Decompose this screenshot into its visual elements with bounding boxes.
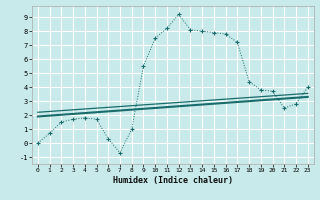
X-axis label: Humidex (Indice chaleur): Humidex (Indice chaleur) bbox=[113, 176, 233, 185]
